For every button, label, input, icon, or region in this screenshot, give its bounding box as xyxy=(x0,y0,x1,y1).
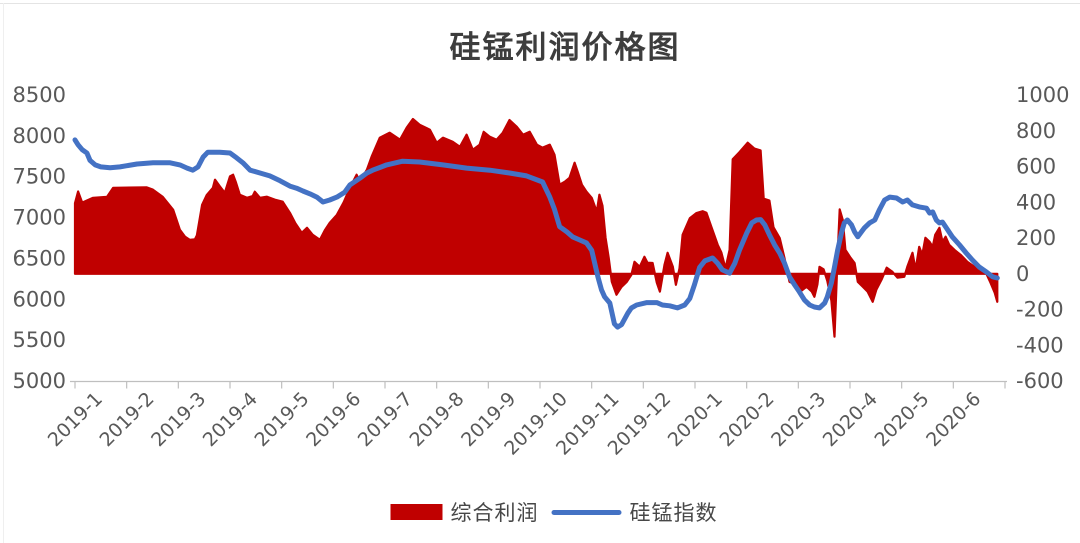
right-axis-tick-label: 400 xyxy=(1016,190,1056,214)
x-axis-label: 2019-3 xyxy=(147,388,210,451)
index-line-series xyxy=(72,137,1000,330)
x-axis-label: 2020-1 xyxy=(664,388,727,451)
left-border-rule xyxy=(3,3,4,543)
legend-label-profit: 综合利润 xyxy=(450,501,539,525)
right-axis-tick-label: 1000 xyxy=(1016,83,1069,107)
top-border-rule xyxy=(0,3,1080,4)
left-axis-tick-label: 8000 xyxy=(13,124,66,148)
x-axis-label: 2019-4 xyxy=(199,388,262,451)
right-axis-tick-label: 600 xyxy=(1016,155,1056,179)
profit-area-swatch-icon xyxy=(390,504,443,520)
legend-item-index: 硅锰指数 xyxy=(551,497,718,527)
x-axis-label: 2020-4 xyxy=(819,388,882,451)
x-axis-label: 2019-8 xyxy=(405,388,468,451)
legend-item-profit: 综合利润 xyxy=(390,497,539,527)
x-axis-label: 2019-5 xyxy=(250,388,313,451)
chart-title: 硅锰利润价格图 xyxy=(449,30,681,66)
x-axis-label: 2020-2 xyxy=(715,388,778,451)
right-axis-tick-label: -200 xyxy=(1016,298,1064,322)
left-axis-tick-label: 6000 xyxy=(13,287,66,311)
right-axis-tick-label: -400 xyxy=(1016,333,1064,357)
left-axis-tick-label: 5000 xyxy=(13,369,66,393)
x-axis-label: 2020-6 xyxy=(922,388,985,451)
left-axis-tick-label: 8500 xyxy=(13,83,66,107)
profit-area-series xyxy=(73,117,999,338)
index-line-swatch-icon xyxy=(551,509,622,515)
left-axis-tick-label: 5500 xyxy=(13,328,66,352)
left-axis-tick-label: 6500 xyxy=(13,246,66,270)
x-axis-label: 2019-7 xyxy=(354,388,417,451)
right-axis-tick-label: 800 xyxy=(1016,119,1056,143)
right-axis-tick-label: 200 xyxy=(1016,226,1056,250)
x-axis-label: 2019-2 xyxy=(95,388,158,451)
right-axis-tick-label: 0 xyxy=(1016,262,1029,286)
left-axis-tick-label: 7000 xyxy=(13,206,66,230)
chart-legend: 综合利润 硅锰指数 xyxy=(390,497,718,527)
right-axis-tick-label: -600 xyxy=(1016,369,1064,393)
x-axis-label: 2019-6 xyxy=(302,388,365,451)
legend-label-index: 硅锰指数 xyxy=(629,501,718,525)
left-axis-tick-label: 7500 xyxy=(13,165,66,189)
x-axis-label: 2020-3 xyxy=(767,388,830,451)
x-axis-label: 2019-1 xyxy=(44,388,107,451)
x-axis-label: 2020-5 xyxy=(870,388,933,451)
